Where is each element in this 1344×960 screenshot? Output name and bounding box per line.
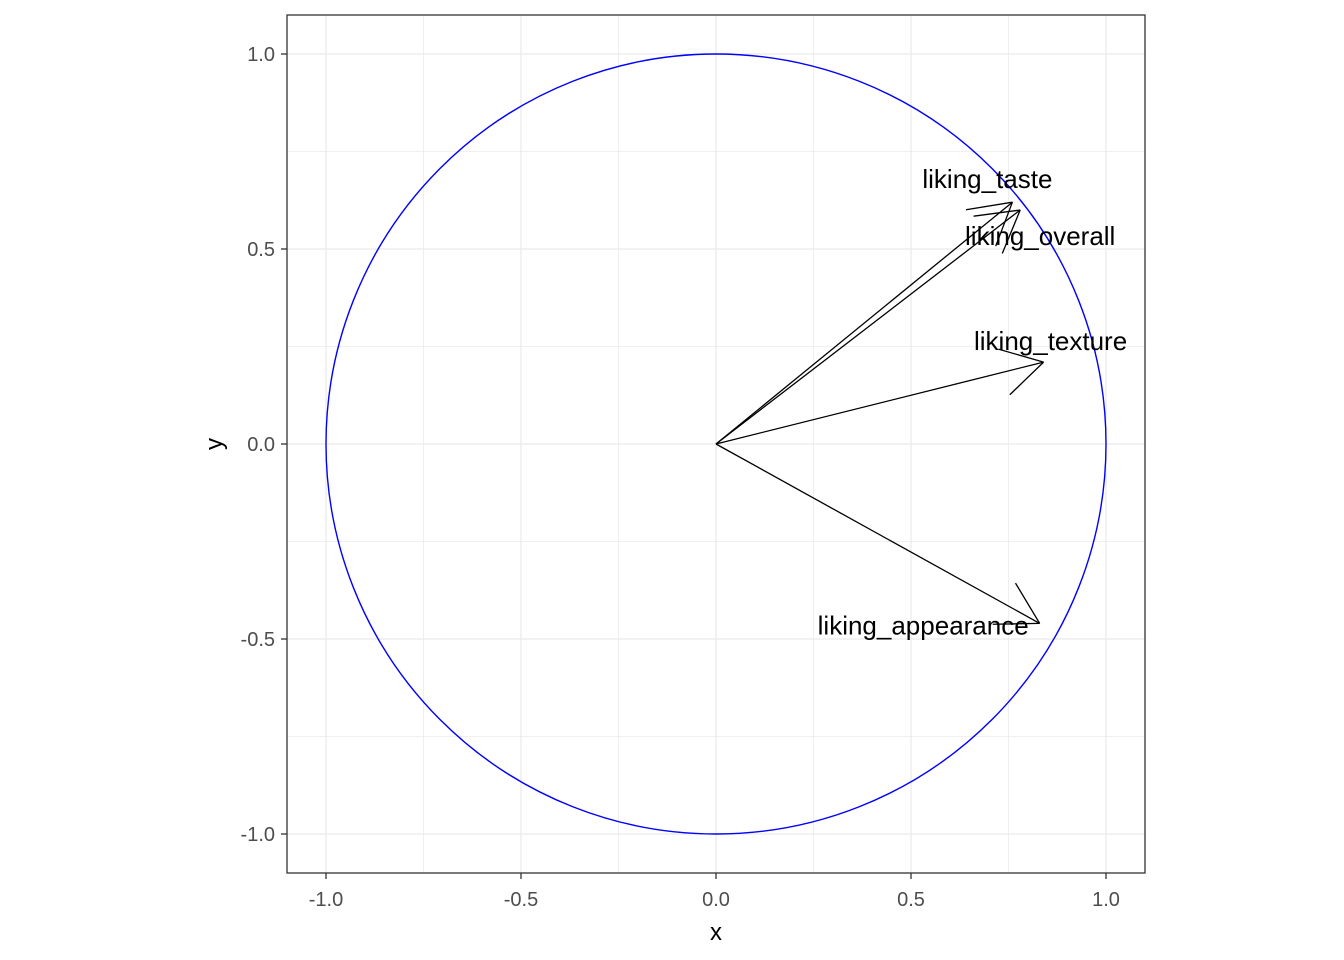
vector-arrow-liking_texture bbox=[715, 348, 1045, 445]
vector-arrow-liking_overall bbox=[715, 209, 1021, 445]
unit-circle bbox=[325, 53, 1107, 835]
vector-label-liking_appearance: liking_appearance bbox=[818, 610, 1029, 640]
vector-shaft bbox=[715, 209, 1021, 445]
x-tick-label: 1.0 bbox=[1092, 889, 1120, 911]
unit-circle-layer bbox=[325, 53, 1107, 835]
vector-arrow-liking_appearance bbox=[715, 443, 1041, 625]
y-tick-label: -1.0 bbox=[241, 824, 275, 846]
vector-arrowhead bbox=[998, 348, 1044, 363]
y-axis-ticks: -1.0 -0.5 0.0 0.5 1.0 bbox=[241, 44, 287, 846]
vector-arrowhead bbox=[995, 201, 1014, 247]
x-tick-label: -0.5 bbox=[504, 889, 538, 911]
x-axis-ticks: -1.0 -0.5 0.0 0.5 1.0 bbox=[309, 873, 1120, 911]
vector-label-liking_overall: liking_overall bbox=[965, 221, 1115, 251]
vector-arrowhead bbox=[992, 622, 1040, 625]
vector-arrowhead bbox=[1001, 209, 1021, 254]
y-tick-label: 0.0 bbox=[247, 434, 275, 456]
x-axis-title: x bbox=[710, 919, 722, 946]
vector-arrow-liking_taste bbox=[715, 201, 1014, 445]
vector-label-liking_texture: liking_texture bbox=[974, 326, 1127, 356]
vector-arrowhead bbox=[965, 201, 1013, 211]
vector-labels-layer: liking_taste liking_overall liking_texture… bbox=[818, 164, 1128, 640]
vector-arrowhead bbox=[1009, 361, 1045, 396]
x-tick-label: 0.5 bbox=[897, 889, 925, 911]
vector-arrowhead bbox=[1014, 582, 1041, 624]
vector-shaft bbox=[715, 201, 1013, 445]
y-tick-label: 1.0 bbox=[247, 44, 275, 66]
x-tick-label: 0.0 bbox=[702, 889, 730, 911]
vector-label-liking_taste: liking_taste bbox=[922, 164, 1052, 194]
y-axis-title: y bbox=[201, 438, 228, 450]
y-tick-label: 0.5 bbox=[247, 239, 275, 261]
vector-shaft bbox=[715, 443, 1041, 624]
vector-shaft bbox=[715, 361, 1044, 445]
vector-arrowhead bbox=[973, 209, 1021, 217]
y-tick-label: -0.5 bbox=[241, 629, 275, 651]
x-tick-label: -1.0 bbox=[309, 889, 343, 911]
vector-arrows-layer bbox=[715, 201, 1045, 625]
